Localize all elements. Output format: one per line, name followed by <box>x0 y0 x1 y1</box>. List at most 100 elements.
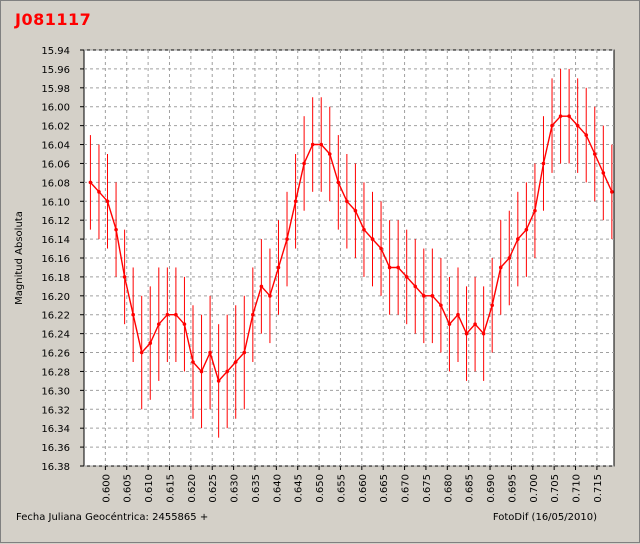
x-tick-label: 0.675 <box>422 474 433 503</box>
y-tick-label: 16.18 <box>41 273 70 284</box>
data-point <box>165 312 170 317</box>
y-axis-label: Magnitud Absoluta <box>14 211 25 305</box>
y-tick-label: 16.22 <box>41 311 70 322</box>
x-tick-label: 0.605 <box>123 474 134 503</box>
data-point <box>233 360 238 364</box>
data-point <box>122 275 127 279</box>
x-tick-labels: 0.600 0.605 0.610 0.615 0.620 0.625 0.630 0.635… <box>101 474 604 503</box>
data-point <box>97 190 101 194</box>
y-tick-label: 16.32 <box>41 405 70 416</box>
data-point <box>242 350 247 355</box>
data-point <box>251 312 255 317</box>
x-tick-label: 0.705 <box>550 474 561 503</box>
data-point <box>208 350 212 355</box>
y-tick-label: 16.06 <box>41 159 70 170</box>
data-point <box>584 133 589 137</box>
chart-title: J081117 <box>15 10 92 29</box>
y-tick-label: 16.30 <box>41 386 70 397</box>
x-tick-label: 0.625 <box>208 474 219 503</box>
x-axis-label: Fecha Juliana Geocéntrica: 2455865 + <box>16 512 209 523</box>
data-point <box>353 208 358 213</box>
data-point <box>404 275 409 279</box>
data-point <box>327 152 332 156</box>
data-point <box>558 114 563 118</box>
y-tick-label: 15.94 <box>41 46 70 57</box>
data-point <box>182 322 187 326</box>
x-tick-label: 0.635 <box>251 474 262 503</box>
y-tick-label: 16.02 <box>41 122 70 133</box>
x-tick-label: 0.645 <box>294 474 305 503</box>
data-point <box>610 190 614 194</box>
y-tick-label: 15.98 <box>41 84 70 95</box>
data-point <box>447 322 452 326</box>
x-tick-label: 0.715 <box>593 474 604 503</box>
data-point <box>524 227 529 232</box>
y-tick-label: 16.24 <box>41 330 70 341</box>
data-point <box>191 360 195 364</box>
y-tick-label: 16.10 <box>41 197 70 208</box>
data-point <box>319 142 324 147</box>
data-point <box>156 322 161 326</box>
x-tick-label: 0.665 <box>379 474 390 503</box>
data-point <box>430 294 435 298</box>
data-point <box>507 256 512 260</box>
x-tick-label: 0.700 <box>529 474 540 503</box>
credit-label: FotoDif (16/05/2010) <box>492 512 597 523</box>
x-tick-label: 0.610 <box>144 474 155 503</box>
data-point <box>601 171 606 175</box>
y-tick-labels: 15.94 15.96 15.98 16.00 16.02 16.04 16.06 16.08… <box>41 46 70 473</box>
data-point <box>481 331 486 336</box>
data-point <box>174 312 178 317</box>
data-point <box>310 142 315 147</box>
data-point <box>139 350 144 355</box>
data-point <box>285 237 289 241</box>
x-tick-label: 0.670 <box>401 474 412 503</box>
data-point <box>413 284 418 289</box>
x-tick-label: 0.630 <box>230 474 241 503</box>
data-points <box>88 114 614 383</box>
data-point <box>516 237 520 241</box>
data-point <box>345 199 349 204</box>
data-point <box>336 180 341 185</box>
data-point <box>473 322 477 326</box>
x-tick-label: 0.660 <box>358 474 369 503</box>
data-point <box>105 199 110 204</box>
x-tick-label: 0.680 <box>443 474 454 503</box>
data-point <box>293 199 298 204</box>
data-point <box>259 284 264 289</box>
data-point <box>302 161 306 166</box>
y-tick-label: 16.12 <box>41 216 70 227</box>
data-point <box>225 369 229 374</box>
y-tick-label: 16.34 <box>41 424 70 435</box>
data-point <box>396 265 400 270</box>
data-point <box>114 227 118 232</box>
x-tick-label: 0.640 <box>272 474 283 503</box>
data-point <box>199 369 204 374</box>
data-point <box>370 237 375 241</box>
data-point <box>575 123 580 128</box>
y-tick-label: 16.04 <box>41 141 70 152</box>
x-tick-label: 0.600 <box>101 474 112 503</box>
y-tick-label: 16.00 <box>41 103 70 114</box>
grid-lines <box>80 49 614 470</box>
data-point <box>464 331 469 336</box>
y-tick-label: 16.26 <box>41 349 70 360</box>
data-point <box>592 152 597 156</box>
x-tick-label: 0.655 <box>336 474 347 503</box>
data-point <box>216 379 221 383</box>
x-tick-label: 0.650 <box>315 474 326 503</box>
data-point <box>490 303 494 308</box>
y-tick-label: 15.96 <box>41 65 70 76</box>
y-tick-label: 16.20 <box>41 292 70 303</box>
data-point <box>387 265 392 270</box>
data-point <box>276 265 281 270</box>
data-point <box>421 294 426 298</box>
x-tick-label: 0.710 <box>572 474 583 503</box>
data-point <box>268 294 272 298</box>
data-point <box>550 123 554 128</box>
data-point <box>379 246 383 251</box>
data-point <box>456 312 460 317</box>
data-point <box>541 161 546 166</box>
